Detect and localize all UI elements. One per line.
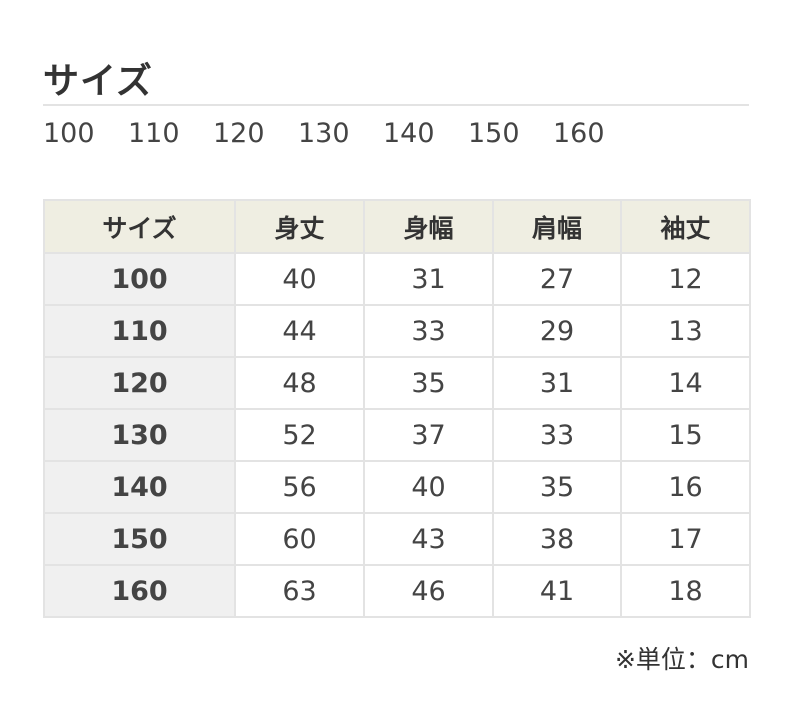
measurement-cell: 43: [363, 512, 494, 566]
table-row: 100 40 31 27 12: [43, 252, 751, 306]
column-header: 肩幅: [492, 199, 622, 254]
measurement-cell: 33: [492, 408, 622, 462]
measurement-cell: 63: [234, 564, 365, 618]
measurement-cell: 37: [363, 408, 494, 462]
table-row: 160 63 46 41 18: [43, 564, 751, 618]
unit-note: ※単位：cm: [614, 645, 749, 674]
table-row: 140 56 40 35 16: [43, 460, 751, 514]
table-row: 120 48 35 31 14: [43, 356, 751, 410]
measurement-cell: 12: [620, 252, 751, 306]
measurement-cell: 31: [492, 356, 622, 410]
measurement-cell: 16: [620, 460, 751, 514]
size-cell: 120: [43, 356, 236, 410]
column-header: 身幅: [363, 199, 494, 254]
size-item: 140: [383, 118, 435, 149]
size-cell: 110: [43, 304, 236, 358]
measurement-cell: 29: [492, 304, 622, 358]
measurement-cell: 13: [620, 304, 751, 358]
measurement-cell: 17: [620, 512, 751, 566]
size-item: 150: [468, 118, 520, 149]
size-cell: 140: [43, 460, 236, 514]
table-row: 110 44 33 29 13: [43, 304, 751, 358]
column-header: 身丈: [234, 199, 365, 254]
size-cell: 100: [43, 252, 236, 306]
measurement-cell: 40: [234, 252, 365, 306]
size-table: サイズ 身丈 身幅 肩幅 袖丈 100 40 31 27 12 110 44 33 29 13 120 48 3…: [43, 199, 751, 618]
size-cell: 160: [43, 564, 236, 618]
measurement-cell: 15: [620, 408, 751, 462]
table-header-row: サイズ 身丈 身幅 肩幅 袖丈: [43, 199, 751, 254]
measurement-cell: 56: [234, 460, 365, 514]
measurement-cell: 40: [363, 460, 494, 514]
measurement-cell: 41: [492, 564, 622, 618]
table-row: 130 52 37 33 15: [43, 408, 751, 462]
measurement-cell: 35: [492, 460, 622, 514]
size-cell: 150: [43, 512, 236, 566]
size-item: 130: [298, 118, 350, 149]
measurement-cell: 52: [234, 408, 365, 462]
size-cell: 130: [43, 408, 236, 462]
measurement-cell: 48: [234, 356, 365, 410]
measurement-cell: 46: [363, 564, 494, 618]
size-item: 160: [553, 118, 605, 149]
column-header: サイズ: [43, 199, 236, 254]
measurement-cell: 14: [620, 356, 751, 410]
measurement-cell: 44: [234, 304, 365, 358]
size-list: 100 110 120 130 140 150 160: [43, 118, 638, 149]
column-header: 袖丈: [620, 199, 751, 254]
measurement-cell: 31: [363, 252, 494, 306]
size-item: 100: [43, 118, 95, 149]
size-item: 120: [213, 118, 265, 149]
measurement-cell: 38: [492, 512, 622, 566]
measurement-cell: 35: [363, 356, 494, 410]
size-item: 110: [128, 118, 180, 149]
measurement-cell: 27: [492, 252, 622, 306]
measurement-cell: 18: [620, 564, 751, 618]
measurement-cell: 60: [234, 512, 365, 566]
table-row: 150 60 43 38 17: [43, 512, 751, 566]
divider: [43, 104, 749, 106]
section-title: サイズ: [43, 61, 153, 102]
measurement-cell: 33: [363, 304, 494, 358]
